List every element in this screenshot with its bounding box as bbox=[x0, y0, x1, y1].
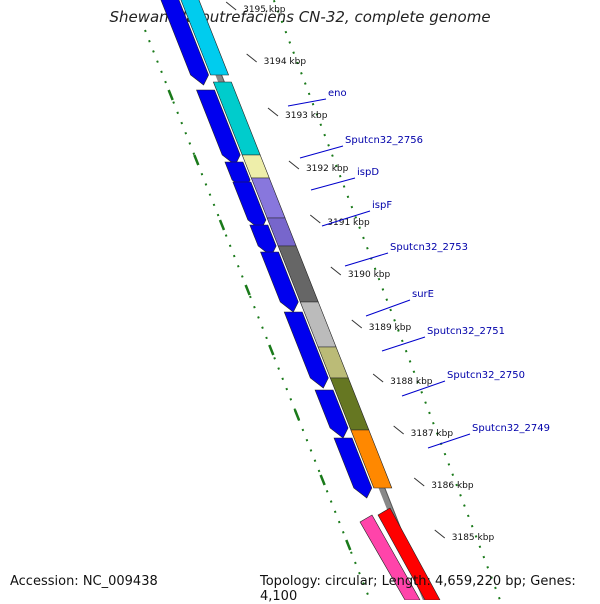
tick-mark bbox=[393, 425, 404, 435]
tick-mark bbox=[330, 266, 342, 276]
gene-label: Sputcn32_2751 bbox=[427, 326, 505, 337]
tick-mark bbox=[351, 319, 363, 329]
label-connector bbox=[344, 252, 389, 267]
label-connector bbox=[401, 380, 446, 397]
cds-forward bbox=[249, 224, 277, 257]
tick-mark bbox=[225, 1, 237, 11]
tick-label: 3192 kbp bbox=[306, 164, 349, 174]
label-connector bbox=[365, 299, 411, 317]
guide-left bbox=[144, 29, 371, 600]
cds-forward bbox=[314, 389, 349, 439]
gene-label: Sputcn32_2753 bbox=[390, 242, 468, 253]
guide-dash bbox=[167, 89, 174, 101]
label-connector bbox=[287, 98, 327, 107]
cds-forward bbox=[196, 89, 241, 166]
tick-labels: 3195 kbp 3194 kbp 3193 kbp 3192 kbp 3191 kbp… bbox=[225, 1, 495, 543]
gene-label: Sputcn32_2756 bbox=[345, 135, 423, 146]
tick-label: 3188 kbp bbox=[390, 377, 433, 387]
guide-dash bbox=[319, 474, 326, 486]
cds-reverse-red bbox=[377, 507, 441, 600]
guide-dash bbox=[244, 284, 251, 296]
cds-forward bbox=[333, 437, 373, 499]
label-connector bbox=[321, 210, 371, 227]
tick-mark bbox=[246, 53, 257, 63]
tick-label: 3189 kbp bbox=[369, 323, 412, 333]
gene-labels: eno Sputcn32_2756 ispD ispF Sputcn32_2753sur… bbox=[287, 88, 550, 449]
label-connector bbox=[427, 433, 471, 449]
dotted-guides bbox=[144, 0, 501, 600]
tick-label: 3191 kbp bbox=[327, 218, 370, 228]
gene-label: ispF bbox=[372, 200, 392, 211]
label-connector bbox=[381, 336, 426, 352]
tick-mark bbox=[413, 477, 425, 487]
label-connector bbox=[310, 177, 356, 191]
cds-forward bbox=[283, 311, 329, 389]
gene-block-top bbox=[180, 0, 230, 76]
cds-forward bbox=[260, 251, 299, 313]
tick-label: 3193 kbp bbox=[285, 111, 328, 121]
gene-label: eno bbox=[328, 88, 347, 99]
gene-label: Sputcn32_2749 bbox=[472, 423, 550, 434]
gene-block bbox=[350, 429, 393, 489]
tick-mark bbox=[434, 529, 446, 539]
guide-dash bbox=[193, 154, 200, 166]
cds-reverse-pink bbox=[359, 514, 421, 600]
label-connector bbox=[299, 145, 344, 159]
tick-mark bbox=[372, 373, 384, 383]
accession-text: Accession: NC_009438 bbox=[10, 574, 158, 589]
gene-label: surE bbox=[412, 289, 434, 300]
tick-label: 3190 kbp bbox=[348, 270, 391, 280]
tick-label: 3194 kbp bbox=[264, 57, 307, 67]
guide-dash bbox=[268, 344, 275, 356]
guide-dash bbox=[345, 539, 352, 551]
tick-mark bbox=[288, 160, 300, 170]
tick-label: 3187 kbp bbox=[411, 429, 454, 439]
cds-forward bbox=[160, 0, 209, 86]
guide-dash bbox=[218, 219, 226, 231]
gene-label: Sputcn32_2750 bbox=[447, 370, 525, 381]
tick-mark bbox=[267, 107, 279, 117]
tick-label: 3185 kbp bbox=[452, 533, 495, 543]
tick-mark bbox=[309, 214, 321, 224]
feature-tracks bbox=[160, 0, 441, 600]
tick-label: 3195 kbp bbox=[243, 5, 286, 15]
guide-dash bbox=[293, 409, 301, 421]
gene-label: ispD bbox=[357, 167, 379, 178]
tick-label: 3186 kbp bbox=[431, 481, 474, 491]
